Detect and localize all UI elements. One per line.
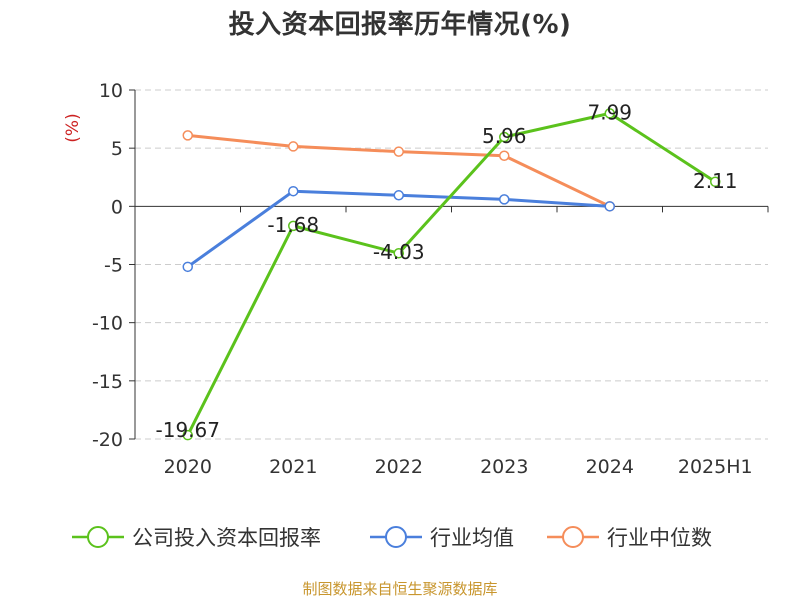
- y-tick-label: -15: [92, 371, 123, 393]
- data-point: [393, 146, 404, 157]
- data-label-layer: -19.67 -1.68 -4.03 5.96 7.99 2.11: [156, 100, 738, 442]
- legend-item[interactable]: 行业中位数: [547, 526, 712, 550]
- y-tick-label: 0: [111, 196, 123, 218]
- legend-item[interactable]: 行业均值: [370, 526, 514, 550]
- data-label: -1.68: [267, 213, 319, 237]
- y-tick-label: -20: [92, 429, 123, 451]
- data-point: [499, 194, 510, 205]
- x-tick-label: 2024: [586, 456, 634, 478]
- x-tick-label: 2023: [480, 456, 528, 478]
- y-tick-label: 5: [111, 138, 123, 160]
- data-point: [182, 261, 193, 273]
- y-tick-label: -5: [104, 255, 123, 277]
- data-point: [288, 220, 299, 232]
- legend-label: 行业均值: [430, 526, 514, 550]
- legend-item[interactable]: 公司投入资本回报率: [72, 526, 321, 550]
- data-point: [182, 130, 193, 141]
- data-label: 5.96: [482, 124, 527, 148]
- x-tick-label: 2020: [164, 456, 212, 478]
- data-label: 7.99: [587, 100, 632, 124]
- legend-label: 行业中位数: [607, 526, 712, 550]
- series-layer: [182, 108, 721, 441]
- x-tick-label: 2022: [375, 456, 423, 478]
- data-point: [604, 108, 615, 119]
- x-tick-label: 2021: [269, 456, 317, 478]
- data-point: [182, 429, 193, 441]
- chart-title: 投入资本回报率历年情况(%): [228, 10, 572, 40]
- legend-marker-icon: [562, 526, 584, 548]
- y-axis-unit-label: (%): [63, 113, 83, 142]
- data-point: [393, 190, 404, 201]
- data-point: [393, 247, 404, 259]
- x-tick-label: 2025H1: [678, 456, 753, 478]
- source-note: 制图数据来自恒生聚源数据库: [302, 580, 498, 598]
- data-label: -4.03: [373, 240, 425, 264]
- data-label: 2.11: [693, 169, 738, 193]
- data-label: -19.67: [156, 418, 220, 442]
- grid-layer: [135, 89, 768, 440]
- data-point: [710, 176, 721, 188]
- legend-marker-icon: [87, 526, 109, 548]
- axis-layer: 10 5 0 -5 -10 -15 -20 2020 2021 2022 2023 2024 2025H…: [92, 80, 769, 478]
- data-point: [288, 185, 299, 197]
- legend[interactable]: 公司投入资本回报率 行业均值 行业中位数: [72, 526, 712, 550]
- data-point: [499, 131, 510, 143]
- legend-label: 公司投入资本回报率: [132, 526, 321, 550]
- data-point: [288, 141, 299, 152]
- series-line: [186, 111, 717, 436]
- data-point: [604, 201, 615, 212]
- y-tick-label: 10: [99, 80, 123, 102]
- y-tick-label: -10: [92, 313, 123, 335]
- legend-marker-icon: [385, 526, 407, 548]
- data-point: [499, 150, 510, 161]
